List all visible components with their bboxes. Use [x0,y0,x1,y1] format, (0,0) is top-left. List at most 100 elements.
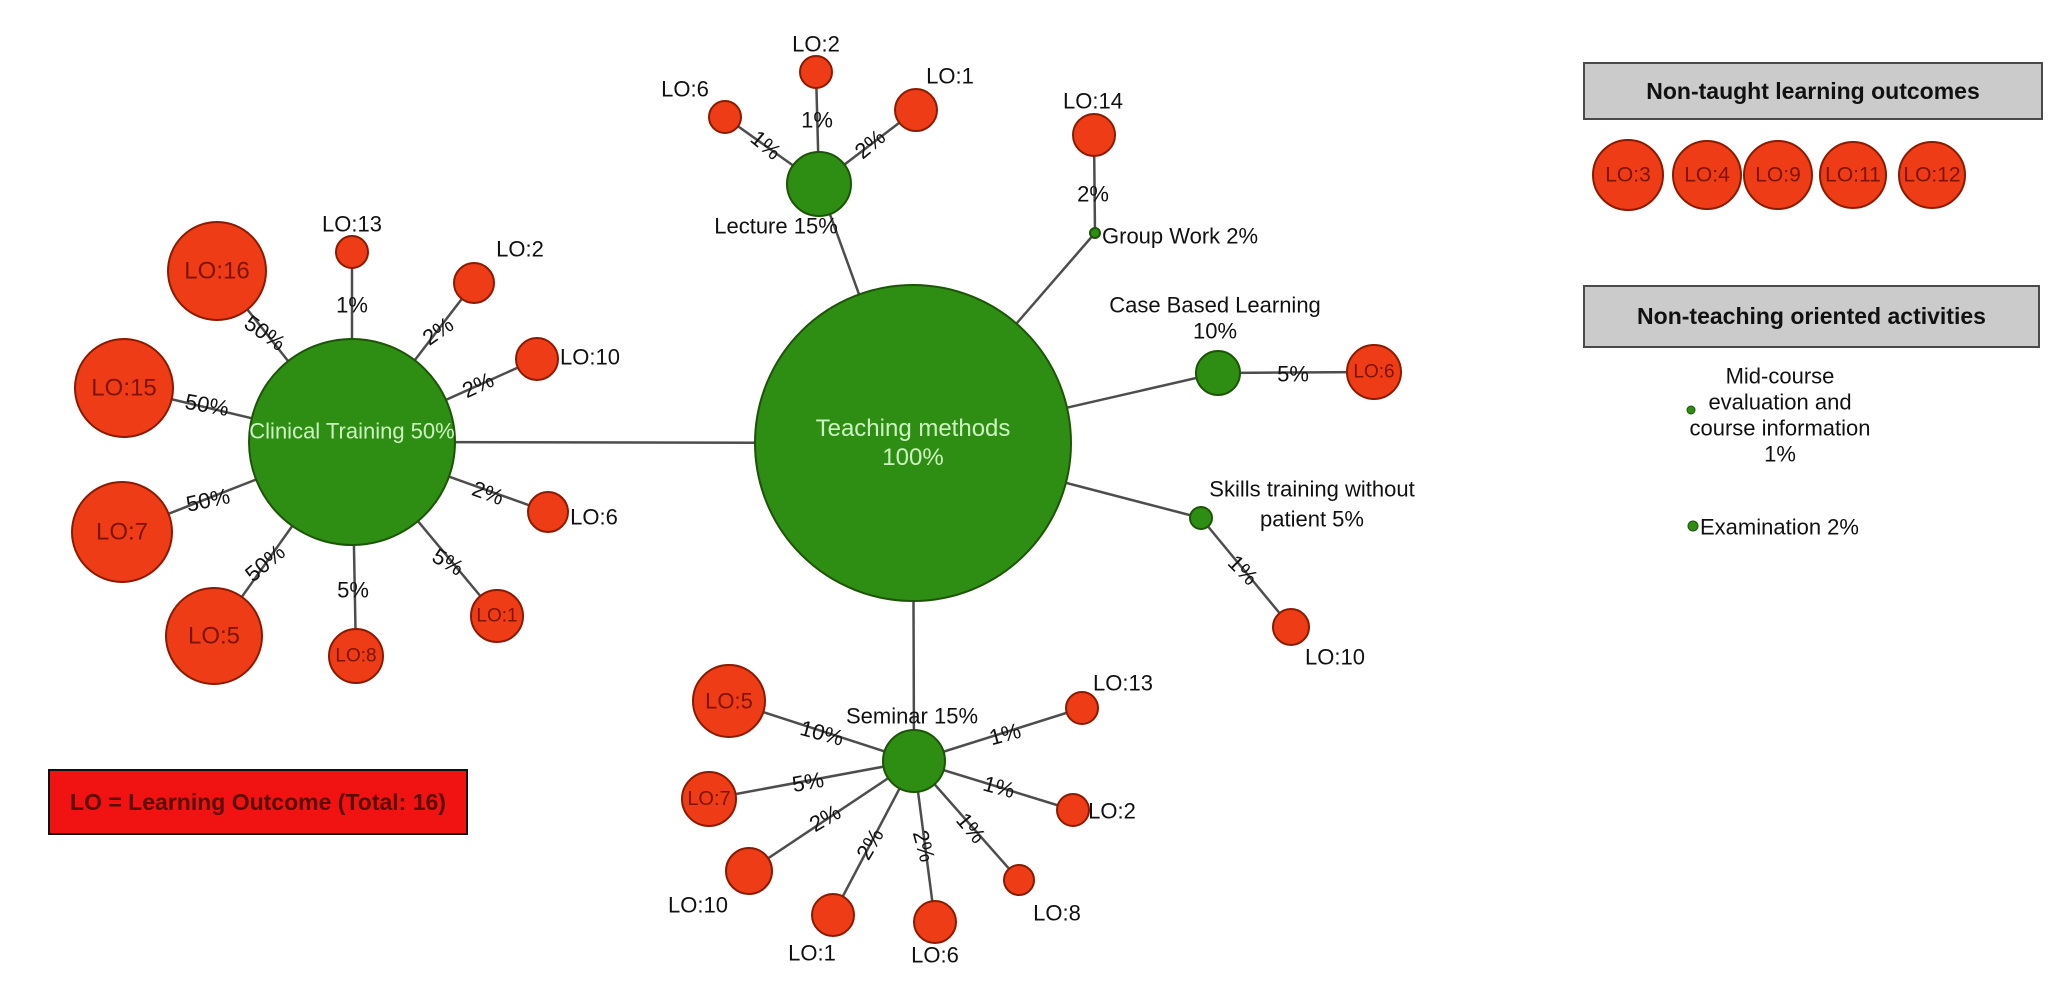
node-groupwork [1089,227,1101,239]
mid-course-evaluation-label-line4: 1% [1764,442,1796,467]
legend-outcome-label-5: LO:12 [1903,164,1960,187]
node-skills [1189,506,1213,530]
legend-non-teaching-box: Non-teaching oriented activities [1583,285,2040,348]
edge-label-lecture-lo6l: 1% [746,125,786,165]
node-lo8c [328,628,384,684]
lo-definition-text: LO = Learning Outcome (Total: 16) [70,788,446,815]
edge-label-cbl-lo6b: 5% [1277,362,1309,387]
legend-outcome-5 [1898,141,1966,209]
node-label-lo6c: LO:6 [570,505,618,530]
edge-label-lecture-lo2l: 1% [801,108,833,133]
node-label-lo8c: LO:8 [335,646,376,667]
node-label-teaching-line2: 100% [882,444,943,471]
node-label-cbl-line1: Case Based Learning [1109,293,1321,318]
legend-outcome-label-3: LO:9 [1755,164,1801,187]
node-label-clinical: Clinical Training 50% [249,419,454,444]
edge-label-lecture-lo1l: 2% [850,124,890,164]
edge-label-seminar-lo2s: 1% [980,771,1017,803]
node-label-skills-line2: patient 5% [1260,507,1364,532]
node-label-cbl-line2: 10% [1193,319,1237,344]
edge-label-clinical-lo5c: 50% [240,539,290,586]
node-lo2c [453,262,495,304]
edge-label-clinical-lo2c: 2% [418,312,458,351]
legend-outcome-4 [1819,141,1887,209]
node-label-lo13s: LO:13 [1093,671,1153,696]
node-label-skills-line1: Skills training without [1209,477,1414,502]
node-lo2s [1056,793,1090,827]
legend-outcome-label-1: LO:3 [1605,164,1651,187]
edge-label-clinical-lo15: 50% [183,389,231,421]
node-label-lo15: LO:15 [91,375,156,402]
edge-label-clinical-lo10c: 2% [458,367,497,403]
node-lo7s [681,771,737,827]
node-label-lo1l: LO:1 [926,64,974,89]
node-lo6l [708,100,742,134]
node-lo10c [515,337,559,381]
node-lo5c [165,587,263,685]
edge-label-seminar-lo1s: 2% [851,824,889,864]
node-label-lo10c: LO:10 [560,345,620,370]
node-teaching [754,284,1072,602]
node-seminar [882,729,946,793]
edge-label-seminar-lo6s: 2% [908,827,940,864]
node-lo13c [335,235,369,269]
node-lo14 [1072,113,1116,157]
node-label-seminar: Seminar 15% [846,704,978,729]
edge-label-seminar-lo7s: 5% [790,767,826,797]
node-lo6s [913,900,957,944]
node-label-lo6l: LO:6 [661,77,709,102]
node-label-lo2l: LO:2 [792,32,840,57]
node-lo6b [1346,344,1402,400]
node-lo8s [1003,864,1035,896]
node-label-lo10m: LO:10 [668,893,728,918]
node-cbl [1195,350,1241,396]
mid-course-evaluation-dot [1686,405,1696,415]
node-lo10m [725,847,773,895]
edge-label-seminar-lo13s: 1% [986,718,1023,750]
node-lecture [786,151,852,217]
node-label-lo7s: LO:7 [687,788,730,810]
edge-label-seminar-lo5s: 10% [797,715,846,751]
edge-skills-lo10s [1200,517,1292,628]
node-lo13s [1065,691,1099,725]
mid-course-evaluation-label-line2: evaluation and [1708,390,1851,415]
edge-seminar-lo7s [708,759,915,801]
node-lo15 [74,338,174,438]
node-clinical [248,338,456,546]
node-label-lo13c: LO:13 [322,212,382,237]
node-lo10s [1272,608,1310,646]
node-lo2l [799,55,833,89]
mid-course-evaluation-label-line1: Mid-course [1726,364,1835,389]
legend-outcome-2 [1672,140,1742,210]
node-label-lecture: Lecture 15% [714,214,838,239]
lo-definition-note: LO = Learning Outcome (Total: 16) [48,769,468,835]
edge-label-groupwork-lo14: 2% [1077,182,1109,207]
node-label-groupwork: Group Work 2% [1102,224,1258,249]
legend-outcome-3 [1743,140,1813,210]
node-lo7c [71,481,173,583]
node-label-lo16: LO:16 [184,258,249,285]
node-label-lo10s: LO:10 [1305,645,1365,670]
node-label-lo6s: LO:6 [911,943,959,968]
legend-outcome-label-2: LO:4 [1684,164,1730,187]
edge-label-clinical-lo8c: 5% [337,578,369,603]
legend-non-taught-box: Non-taught learning outcomes [1583,62,2043,120]
mid-course-evaluation-label-line3: course information [1690,416,1871,441]
edge-label-clinical-lo7c: 50% [184,483,232,517]
node-label-lo2c: LO:2 [496,237,544,262]
examination-label-line1: Examination 2% [1700,515,1859,540]
node-label-lo8s: LO:8 [1033,901,1081,926]
node-lo1c [470,589,524,643]
legend-non-taught-title: Non-taught learning outcomes [1646,77,1980,104]
legend-non-teaching-title: Non-teaching oriented activities [1637,303,1986,329]
node-lo5s [692,664,766,738]
node-label-lo5s: LO:5 [705,689,753,714]
legend-outcome-label-4: LO:11 [1825,164,1881,187]
edge-seminar-lo10m [748,759,915,873]
legend-outcome-1 [1592,139,1664,211]
node-label-lo5c: LO:5 [188,623,240,650]
edge-label-clinical-lo13c: 1% [336,293,368,318]
edge-label-clinical-lo16: 50% [240,310,290,356]
